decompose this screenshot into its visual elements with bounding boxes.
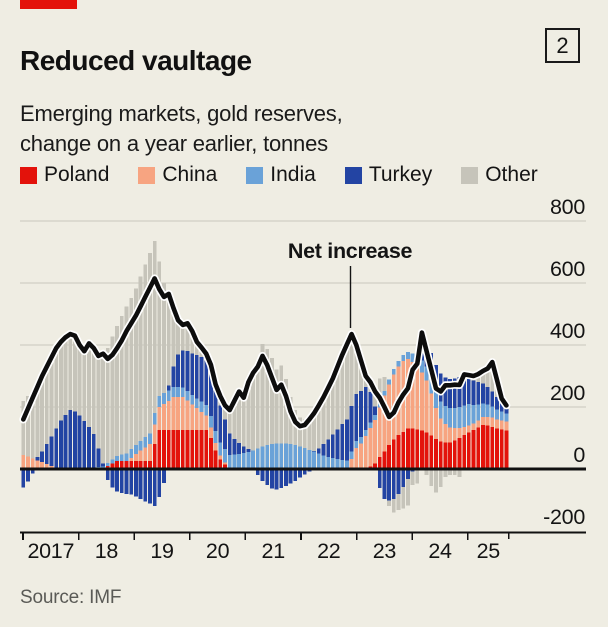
y-tick-label: 400 [550, 319, 585, 343]
y-tick-label: 200 [550, 381, 585, 405]
legend-label-china: China [162, 163, 218, 186]
axes [20, 467, 586, 540]
y-tick-label: -200 [543, 505, 585, 529]
brand-red-bar [20, 0, 77, 9]
legend-item-poland: Poland [20, 163, 109, 187]
figure-number-badge: 2 [545, 28, 580, 63]
annotation-label: Net increase [288, 239, 413, 263]
gridlines [20, 220, 586, 408]
x-tick-label: 18 [95, 539, 119, 563]
legend-swatch-china [138, 166, 156, 184]
axis-labels: 800 600 400 200 0 -200 2017 18 19 20 21 22 23 24 25 [27, 195, 585, 563]
x-tick-label: 24 [428, 539, 452, 563]
annotation: Net increase [288, 239, 413, 328]
subtitle-line-1: Emerging markets, gold reserves, [20, 101, 343, 126]
y-tick-label: 0 [573, 443, 585, 467]
legend-item-other: Other [461, 163, 538, 187]
stacked-bars [21, 241, 509, 513]
x-tick-label: 22 [317, 539, 340, 563]
legend-label-poland: Poland [44, 163, 110, 186]
y-tick-label: 800 [550, 195, 585, 219]
x-tick-label: 2017 [27, 539, 74, 563]
source-note: Source: IMF [20, 587, 122, 608]
legend-label-turkey: Turkey [368, 163, 433, 186]
x-tick-label: 23 [373, 539, 397, 563]
x-tick-label: 20 [206, 539, 230, 563]
legend-swatch-poland [20, 166, 37, 184]
y-tick-label: 600 [550, 257, 585, 281]
legend-item-india: India [246, 163, 316, 187]
subtitle-line-2: change on a year earlier, tonnes [20, 131, 328, 156]
legend-item-turkey: Turkey [344, 163, 433, 187]
legend-swatch-india [246, 166, 264, 184]
legend: Poland China India Turkey Other [20, 163, 538, 187]
legend-label-india: India [270, 163, 316, 186]
legend-item-china: China [138, 163, 217, 187]
legend-label-other: Other [485, 163, 538, 186]
x-tick-label: 19 [150, 539, 173, 563]
legend-swatch-turkey [344, 166, 362, 184]
x-tick-label: 21 [262, 539, 285, 563]
net-increase-line [19, 274, 511, 431]
chart-subtitle: Emerging markets, gold reserves, change o… [20, 99, 343, 159]
page-title: Reduced vaultage [20, 44, 252, 76]
legend-swatch-other [461, 166, 479, 184]
x-tick-label: 25 [477, 539, 501, 563]
